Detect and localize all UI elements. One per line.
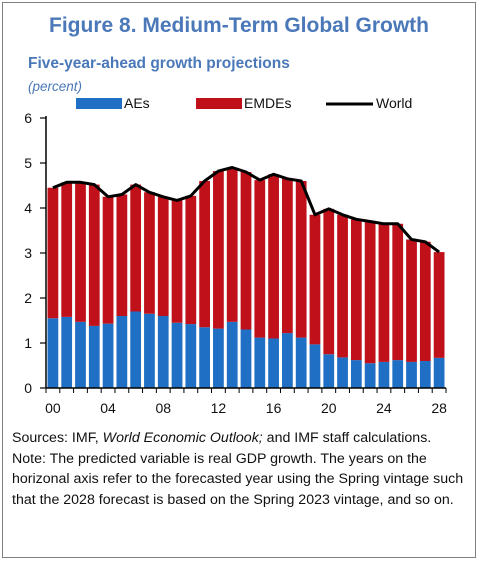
bar-emdes bbox=[116, 194, 128, 316]
bar-aes bbox=[295, 337, 307, 388]
bar-aes bbox=[116, 316, 128, 388]
bar-emdes bbox=[433, 252, 445, 358]
notes-block: Sources: IMF, World Economic Outlook; an… bbox=[12, 428, 474, 510]
sources-prefix: Sources: IMF, bbox=[12, 430, 103, 446]
bar-aes bbox=[240, 329, 252, 388]
y-tick-label: 3 bbox=[24, 245, 32, 261]
figure-title: Figure 8. Medium-Term Global Growth bbox=[49, 14, 429, 37]
sources-italic: World Economic Outlook; bbox=[102, 430, 263, 446]
note-text: Note: The predicted variable is real GDP… bbox=[12, 450, 464, 508]
bar-emdes bbox=[157, 196, 169, 316]
y-tick-label: 0 bbox=[24, 380, 32, 396]
bar-emdes bbox=[213, 171, 224, 329]
bar-emdes bbox=[47, 187, 59, 319]
bar-aes bbox=[378, 361, 390, 388]
bar-emdes bbox=[419, 241, 431, 361]
bar-aes bbox=[364, 363, 376, 388]
bar-emdes bbox=[254, 180, 266, 338]
bar-aes bbox=[75, 321, 86, 388]
y-tick-label: 4 bbox=[24, 200, 32, 216]
unit-label: (percent) bbox=[28, 79, 83, 94]
bar-emdes bbox=[88, 184, 100, 326]
bar-emdes bbox=[199, 181, 210, 328]
bar-aes bbox=[47, 318, 59, 388]
bar-emdes bbox=[144, 192, 155, 314]
bar-aes bbox=[323, 354, 335, 388]
bar-emdes bbox=[350, 219, 362, 361]
y-tick-label: 2 bbox=[24, 290, 32, 306]
legend-swatch-emdes bbox=[196, 98, 242, 109]
x-tick-label: 20 bbox=[321, 400, 337, 416]
legend-label-aes: AEs bbox=[124, 95, 150, 111]
bar-aes bbox=[282, 333, 293, 388]
bar-emdes bbox=[268, 174, 279, 339]
x-tick-label: 24 bbox=[376, 400, 392, 416]
bar-emdes bbox=[364, 221, 376, 364]
x-tick-label: 12 bbox=[211, 400, 227, 416]
x-tick-label: 08 bbox=[155, 400, 171, 416]
bar-aes bbox=[392, 360, 404, 388]
bar-emdes bbox=[295, 181, 307, 338]
bar-aes bbox=[433, 357, 445, 388]
bar-aes bbox=[185, 324, 197, 388]
bar-aes bbox=[406, 361, 417, 388]
bar-emdes bbox=[323, 208, 335, 355]
sources-text: Sources: IMF, World Economic Outlook; an… bbox=[12, 428, 474, 449]
bar-aes bbox=[130, 311, 142, 388]
bar-emdes bbox=[102, 196, 114, 324]
bar-aes bbox=[88, 325, 100, 388]
bar-aes bbox=[309, 344, 321, 388]
legend-swatch-aes bbox=[76, 98, 122, 109]
x-tick-label: 04 bbox=[100, 400, 116, 416]
bar-emdes bbox=[226, 167, 238, 322]
bar-aes bbox=[213, 328, 224, 388]
bar-aes bbox=[199, 327, 210, 388]
bar-emdes bbox=[337, 214, 348, 358]
legend-label-world: World bbox=[376, 95, 412, 111]
y-tick-label: 6 bbox=[24, 110, 32, 126]
bar-aes bbox=[144, 313, 155, 388]
x-tick-label: 28 bbox=[431, 400, 447, 416]
bar-emdes bbox=[185, 195, 197, 325]
bar-aes bbox=[254, 337, 266, 388]
sources-suffix: and IMF staff calculations. bbox=[262, 430, 432, 446]
bar-emdes bbox=[282, 178, 293, 334]
bar-emdes bbox=[171, 200, 183, 323]
world-line bbox=[52, 166, 440, 254]
bar-emdes bbox=[61, 182, 73, 317]
figure-frame bbox=[2, 2, 476, 558]
bar-aes bbox=[419, 361, 431, 388]
bar-emdes bbox=[392, 223, 404, 361]
bar-emdes bbox=[240, 172, 252, 330]
legend-label-emdes: EMDEs bbox=[244, 95, 291, 111]
bar-aes bbox=[337, 357, 348, 388]
bar-aes bbox=[171, 322, 183, 388]
y-tick-label: 1 bbox=[24, 335, 32, 351]
bar-aes bbox=[268, 338, 279, 388]
y-tick-label: 5 bbox=[24, 155, 32, 171]
bar-aes bbox=[226, 321, 238, 388]
bar-aes bbox=[61, 316, 73, 388]
bar-emdes bbox=[75, 182, 86, 322]
bar-emdes bbox=[309, 214, 321, 345]
x-tick-label: 16 bbox=[266, 400, 282, 416]
x-tick-label: 00 bbox=[45, 400, 61, 416]
bar-emdes bbox=[378, 223, 390, 362]
bar-emdes bbox=[130, 184, 142, 312]
bar-aes bbox=[102, 323, 114, 388]
bar-aes bbox=[350, 360, 362, 388]
bar-emdes bbox=[406, 239, 417, 362]
chart-subtitle: Five-year-ahead growth projections bbox=[28, 55, 290, 72]
bar-aes bbox=[157, 316, 169, 388]
